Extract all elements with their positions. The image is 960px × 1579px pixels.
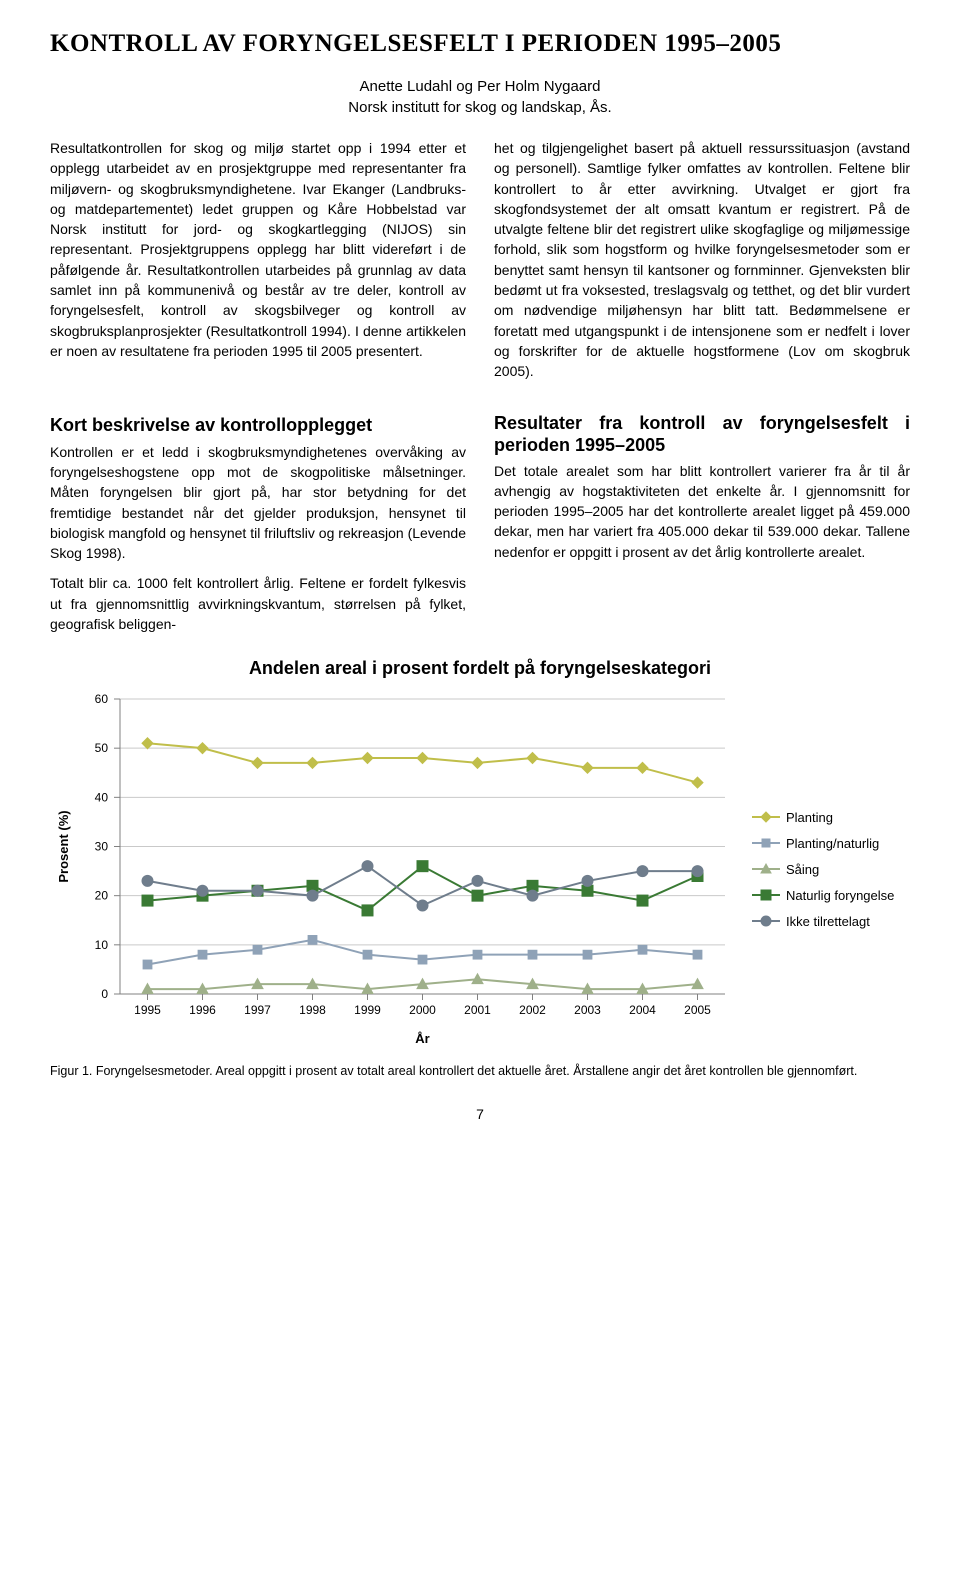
chart-svg: 0 10 20 30 40 50 60 1995 1996 1997 1998 1999 2000 200…	[50, 689, 740, 1049]
legend-label: Planting/naturlig	[780, 836, 879, 851]
svg-text:50: 50	[95, 741, 109, 755]
legend-item: Såing	[752, 861, 894, 877]
svg-text:2002: 2002	[519, 1003, 546, 1017]
svg-text:60: 60	[95, 692, 109, 706]
page-title: KONTROLL AV FORYNGELSESFELT I PERIODEN 1…	[50, 30, 910, 58]
authors: Anette Ludahl og Per Holm Nygaard	[50, 76, 910, 97]
section1-p1: Kontrollen er et ledd i skogbruksmyndigh…	[50, 442, 466, 564]
svg-text:År: År	[415, 1031, 429, 1046]
svg-text:2004: 2004	[629, 1003, 656, 1017]
intro-left: Resultatkontrollen for skog og miljø sta…	[50, 138, 466, 382]
svg-text:Prosent (%): Prosent (%)	[56, 811, 71, 883]
body-columns: Kort beskrivelse av kontrollopplegget Ko…	[50, 406, 910, 635]
svg-text:0: 0	[101, 987, 108, 1001]
svg-text:2000: 2000	[409, 1003, 436, 1017]
legend-marker-icon	[752, 887, 780, 903]
legend-marker-icon	[752, 861, 780, 877]
legend-label: Såing	[780, 862, 819, 877]
svg-text:40: 40	[95, 791, 109, 805]
legend-marker-icon	[752, 913, 780, 929]
svg-text:2003: 2003	[574, 1003, 601, 1017]
intro-right: het og tilgjengelighet basert på aktuell…	[494, 138, 910, 382]
svg-text:1995: 1995	[134, 1003, 161, 1017]
institute: Norsk institutt for skog og landskap, Ås…	[50, 97, 910, 118]
section1-heading: Kort beskrivelse av kontrollopplegget	[50, 412, 466, 438]
legend-label: Planting	[780, 810, 833, 825]
legend-item: Planting/naturlig	[752, 835, 894, 851]
byline: Anette Ludahl og Per Holm Nygaard Norsk …	[50, 76, 910, 118]
chart-legend: Planting Planting/naturlig Såing Naturlig f…	[740, 799, 894, 939]
svg-text:1996: 1996	[189, 1003, 216, 1017]
chart-title: Andelen areal i prosent fordelt på foryn…	[50, 658, 910, 679]
svg-text:10: 10	[95, 938, 109, 952]
legend-marker-icon	[752, 809, 780, 825]
legend-item: Naturlig foryngelse	[752, 887, 894, 903]
legend-item: Planting	[752, 809, 894, 825]
body-left: Kort beskrivelse av kontrollopplegget Ko…	[50, 406, 466, 635]
section1-p2: Totalt blir ca. 1000 felt kontrollert år…	[50, 573, 466, 634]
section2-heading: Resultater fra kontroll av foryngelsesfe…	[494, 412, 910, 457]
legend-label: Naturlig foryngelse	[780, 888, 894, 903]
legend-label: Ikke tilrettelagt	[780, 914, 870, 929]
legend-marker-icon	[752, 835, 780, 851]
chart-wrap: 0 10 20 30 40 50 60 1995 1996 1997 1998 1999 2000 200…	[50, 689, 910, 1049]
svg-text:2001: 2001	[464, 1003, 491, 1017]
svg-text:1999: 1999	[354, 1003, 381, 1017]
svg-text:1998: 1998	[299, 1003, 326, 1017]
svg-text:2005: 2005	[684, 1003, 711, 1017]
intro-columns: Resultatkontrollen for skog og miljø sta…	[50, 138, 910, 382]
svg-text:20: 20	[95, 889, 109, 903]
legend-item: Ikke tilrettelagt	[752, 913, 894, 929]
svg-text:30: 30	[95, 840, 109, 854]
body-right: Resultater fra kontroll av foryngelsesfe…	[494, 406, 910, 635]
section2-p1: Det totale arealet som har blitt kontrol…	[494, 461, 910, 562]
svg-text:1997: 1997	[244, 1003, 271, 1017]
page-number: 7	[50, 1106, 910, 1122]
figure-caption: Figur 1. Foryngelsesmetoder. Areal oppgi…	[50, 1063, 910, 1080]
